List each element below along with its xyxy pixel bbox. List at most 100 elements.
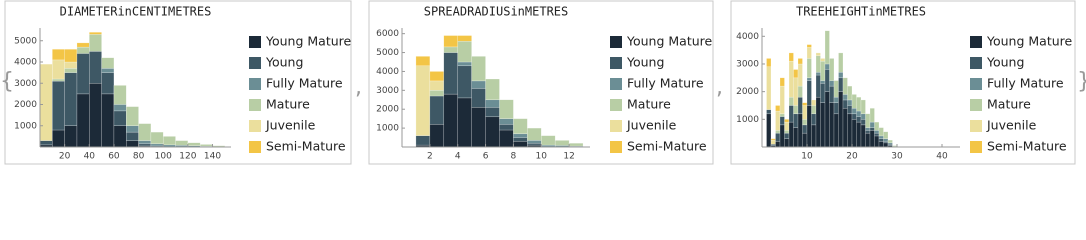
bar-segment (793, 77, 799, 106)
legend-label: Mature (266, 97, 310, 112)
bar-segment (865, 113, 871, 128)
bar-segment (824, 30, 830, 65)
bar-segment (770, 139, 776, 145)
bar-segment (39, 140, 53, 146)
y-tick-label: 5000 (14, 36, 37, 46)
legend-label: Young Mature (986, 34, 1073, 49)
legend-label: Young (986, 55, 1024, 70)
bar-segment (175, 140, 189, 146)
bar-segment (138, 143, 152, 147)
bar-segment (499, 99, 514, 119)
bar-segment (457, 35, 472, 42)
legend-label: Mature (987, 97, 1031, 112)
bar-segment (833, 80, 839, 98)
bar-segment (485, 99, 500, 108)
bar-segment (429, 90, 445, 97)
bar-segment (878, 138, 884, 142)
bar-segment (878, 135, 884, 139)
legend-swatch (249, 120, 261, 132)
bar-segment (101, 72, 115, 95)
bar-segment (485, 78, 500, 101)
chart: { , , } DIAMETERinCENTIMETRES 1000 2000 300… (0, 0, 1086, 165)
bar-segment (838, 52, 844, 73)
bar-segment (860, 119, 866, 126)
bar-segment (892, 145, 898, 147)
bar-segment (847, 105, 853, 115)
bar-segment (883, 142, 889, 148)
legend-swatch (970, 78, 982, 90)
y-tick-label: 4000 (14, 58, 37, 68)
legend-swatch (610, 141, 622, 153)
bar-segment (874, 121, 880, 131)
legend-swatch (249, 36, 261, 48)
bar-segment (113, 104, 127, 112)
bar-segment (820, 102, 826, 148)
legend-label: Young (626, 55, 664, 70)
bar-segment (802, 132, 808, 148)
bar-segment (126, 106, 139, 126)
x-tick-label: 10 (801, 152, 813, 162)
legend-swatch (249, 57, 261, 69)
bar-segment (443, 93, 458, 148)
bar-segment (415, 65, 431, 136)
bar-segment (815, 74, 821, 98)
bar-segment (471, 56, 486, 82)
legend-label: Young (265, 55, 303, 70)
chart-title: TREEHEIGHTinMETRES (796, 5, 926, 19)
bar-segment (443, 52, 458, 95)
bar-segment (89, 83, 102, 148)
bar-segment (443, 46, 458, 53)
bar-segment (788, 60, 794, 98)
x-tick-label: 20 (846, 152, 858, 162)
bar-segment (815, 52, 821, 56)
bar-segment (869, 130, 875, 148)
bar-segment (150, 143, 164, 147)
bar-segment (842, 108, 848, 148)
bar-segment (887, 139, 893, 144)
bar-segment (52, 129, 65, 148)
bar-segment (811, 99, 817, 106)
x-tick-label: 80 (133, 152, 145, 162)
bar-segment (499, 124, 514, 131)
bar-segment (824, 91, 830, 148)
bar-segment (76, 53, 90, 95)
legend-swatch (970, 57, 982, 69)
bar-segment (113, 110, 127, 126)
bar-segment (788, 105, 794, 123)
bar-segment (513, 141, 528, 148)
bar-segment (101, 68, 115, 73)
bar-segment (788, 121, 794, 148)
x-tick-label: 140 (204, 152, 221, 162)
bar-segment (856, 110, 862, 117)
bar-segment (824, 69, 830, 92)
legend-swatch (249, 141, 261, 153)
bar-segment (869, 108, 875, 123)
bar-segment (788, 52, 794, 62)
bar-segment (568, 142, 584, 147)
bar-segment (779, 113, 785, 117)
bar-segment (471, 107, 486, 148)
bar-segment (76, 46, 90, 54)
bar-segment (860, 113, 866, 120)
bar-segment (874, 135, 880, 148)
bar-segment (779, 85, 785, 115)
bar-segment (793, 127, 799, 148)
bar-segment (779, 77, 785, 87)
bar-segment (797, 96, 803, 115)
x-tick-label: 4 (455, 152, 461, 162)
bar-segment (52, 59, 65, 80)
legend-label: Semi-Mature (266, 139, 346, 154)
bar-segment (162, 136, 176, 146)
bar-segment (784, 130, 790, 134)
y-tick-label: 2000 (376, 105, 399, 115)
legend-swatch (610, 78, 622, 90)
bar-segment (187, 142, 201, 146)
legend-swatch (970, 141, 982, 153)
bar-segment (802, 105, 808, 120)
x-tick-label: 20 (59, 152, 71, 162)
y-tick-label: 1000 (376, 124, 399, 134)
bar-segment (806, 80, 812, 106)
x-tick-label: 10 (536, 152, 548, 162)
x-tick-label: 100 (155, 152, 172, 162)
bar-segment (126, 131, 139, 141)
